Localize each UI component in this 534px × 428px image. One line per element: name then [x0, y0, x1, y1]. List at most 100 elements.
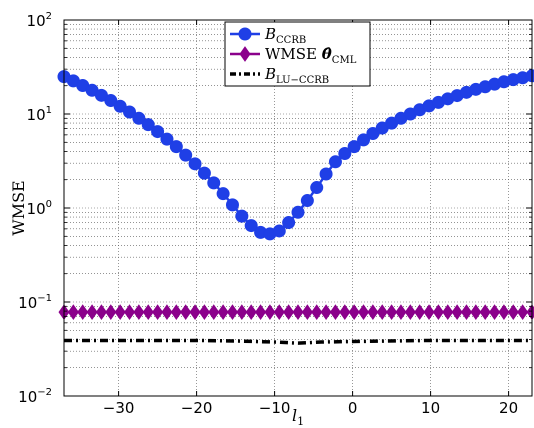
- data-point: [169, 140, 183, 154]
- data-point: [160, 132, 174, 146]
- data-point: [479, 304, 491, 321]
- data-point: [67, 304, 79, 321]
- data-point: [507, 304, 519, 321]
- x-tick-label: 0: [348, 399, 358, 417]
- x-tick-label: −20: [181, 399, 213, 417]
- data-point: [95, 304, 107, 321]
- x-tick-label: −10: [259, 399, 291, 417]
- data-point: [311, 304, 323, 321]
- data-point: [376, 304, 388, 321]
- data-point: [198, 304, 210, 321]
- x-axis-label-main: l: [292, 406, 297, 425]
- data-point: [273, 304, 285, 321]
- data-point: [180, 304, 192, 321]
- data-point: [244, 219, 258, 233]
- data-point: [414, 304, 426, 321]
- data-point: [170, 304, 182, 321]
- data-point: [272, 224, 286, 238]
- series-layer: [57, 69, 534, 345]
- data-point: [282, 216, 296, 230]
- series-2: [58, 304, 534, 321]
- legend-marker-1: [238, 27, 252, 41]
- x-tick-label: −30: [103, 399, 135, 417]
- data-point: [358, 304, 370, 321]
- data-point: [189, 304, 201, 321]
- data-point: [255, 304, 267, 321]
- data-point: [470, 304, 482, 321]
- data-point: [339, 304, 351, 321]
- data-point: [442, 304, 454, 321]
- data-point: [432, 304, 444, 321]
- data-point: [197, 166, 211, 180]
- data-point: [319, 167, 333, 181]
- ticks: [64, 19, 532, 397]
- data-point: [498, 304, 510, 321]
- data-point: [161, 304, 173, 321]
- data-point: [152, 304, 164, 321]
- data-point: [517, 304, 529, 321]
- x-tick-label: 10: [421, 399, 440, 417]
- data-point: [77, 304, 89, 321]
- data-point: [142, 304, 154, 321]
- data-point: [124, 304, 136, 321]
- data-point: [123, 105, 137, 119]
- y-tick-label: 10−1: [18, 293, 52, 312]
- data-point: [338, 147, 352, 161]
- data-point: [264, 304, 276, 321]
- data-point: [329, 304, 341, 321]
- legend-label-2: WMSE θ̂CML: [265, 45, 357, 66]
- data-point: [404, 304, 416, 321]
- data-point: [320, 304, 332, 321]
- data-point: [179, 148, 193, 162]
- data-point: [423, 304, 435, 321]
- data-point: [525, 69, 534, 83]
- data-point: [292, 304, 304, 321]
- data-point: [104, 94, 118, 108]
- x-axis-label: l1: [292, 406, 304, 428]
- y-axis-label: WMSE: [9, 180, 28, 235]
- data-point: [141, 118, 155, 132]
- y-tick-label: 101: [27, 105, 52, 124]
- legend-label-3: BLU−CCRB: [264, 65, 329, 86]
- data-point: [451, 304, 463, 321]
- data-point: [347, 140, 361, 154]
- data-point: [460, 304, 472, 321]
- data-point: [300, 194, 314, 208]
- data-point: [283, 304, 295, 321]
- data-point: [217, 304, 229, 321]
- data-point: [113, 99, 127, 113]
- data-point: [225, 198, 239, 212]
- y-tick-label: 10−2: [18, 387, 52, 406]
- data-point: [86, 304, 98, 321]
- x-tick-label: 20: [499, 399, 518, 417]
- data-point: [236, 304, 248, 321]
- data-point: [188, 157, 202, 171]
- data-point: [245, 304, 257, 321]
- data-point: [133, 304, 145, 321]
- x-axis-label-sub: 1: [297, 415, 304, 428]
- y-tick-label: 100: [27, 199, 52, 218]
- data-point: [207, 176, 221, 190]
- data-point: [105, 304, 117, 321]
- legend-label-1: BCCRB: [264, 25, 306, 46]
- data-point: [132, 111, 146, 125]
- y-tick-label: 102: [27, 11, 52, 30]
- data-point: [208, 304, 220, 321]
- series-line: [64, 338, 532, 345]
- series-1: [57, 69, 534, 241]
- tick-labels: −30 −20 −10 0 10 20 10−2 10−1 100 101 102: [18, 11, 518, 417]
- data-point: [114, 304, 126, 321]
- data-point: [151, 125, 165, 139]
- data-point: [291, 205, 305, 219]
- data-point: [489, 304, 501, 321]
- data-point: [367, 304, 379, 321]
- data-point: [226, 304, 238, 321]
- data-point: [386, 304, 398, 321]
- data-point: [328, 155, 342, 169]
- data-point: [395, 304, 407, 321]
- legend-marker-2: [239, 46, 251, 62]
- data-point: [348, 304, 360, 321]
- data-point: [301, 304, 313, 321]
